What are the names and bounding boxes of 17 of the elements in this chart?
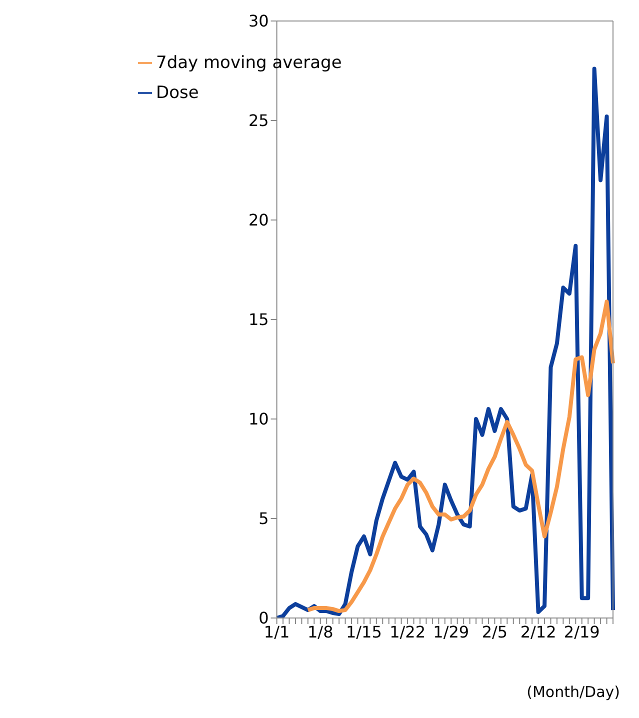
y-tick-label: 20 xyxy=(248,210,269,230)
x-tick-label: 1/8 xyxy=(308,622,334,642)
y-tick-label: 5 xyxy=(258,509,269,528)
y-tick-label: 25 xyxy=(248,111,269,130)
x-tick-label: 1/15 xyxy=(346,622,382,642)
x-tick-label: 2/19 xyxy=(564,622,600,642)
legend-label: Dose xyxy=(156,83,199,103)
line-series xyxy=(306,300,615,614)
x-tick-label: 1/29 xyxy=(433,622,470,642)
x-tick-label: 2/5 xyxy=(482,622,508,642)
y-tick-label: 30 xyxy=(248,12,269,31)
legend-label: 7day moving average xyxy=(156,53,342,73)
x-tick-label: 2/12 xyxy=(520,622,556,642)
y-tick-label: 15 xyxy=(248,310,269,330)
x-axis-title: (Month/Day) xyxy=(526,683,620,701)
y-tick-label: 10 xyxy=(248,410,269,429)
x-tick-label: 1/22 xyxy=(390,622,426,642)
